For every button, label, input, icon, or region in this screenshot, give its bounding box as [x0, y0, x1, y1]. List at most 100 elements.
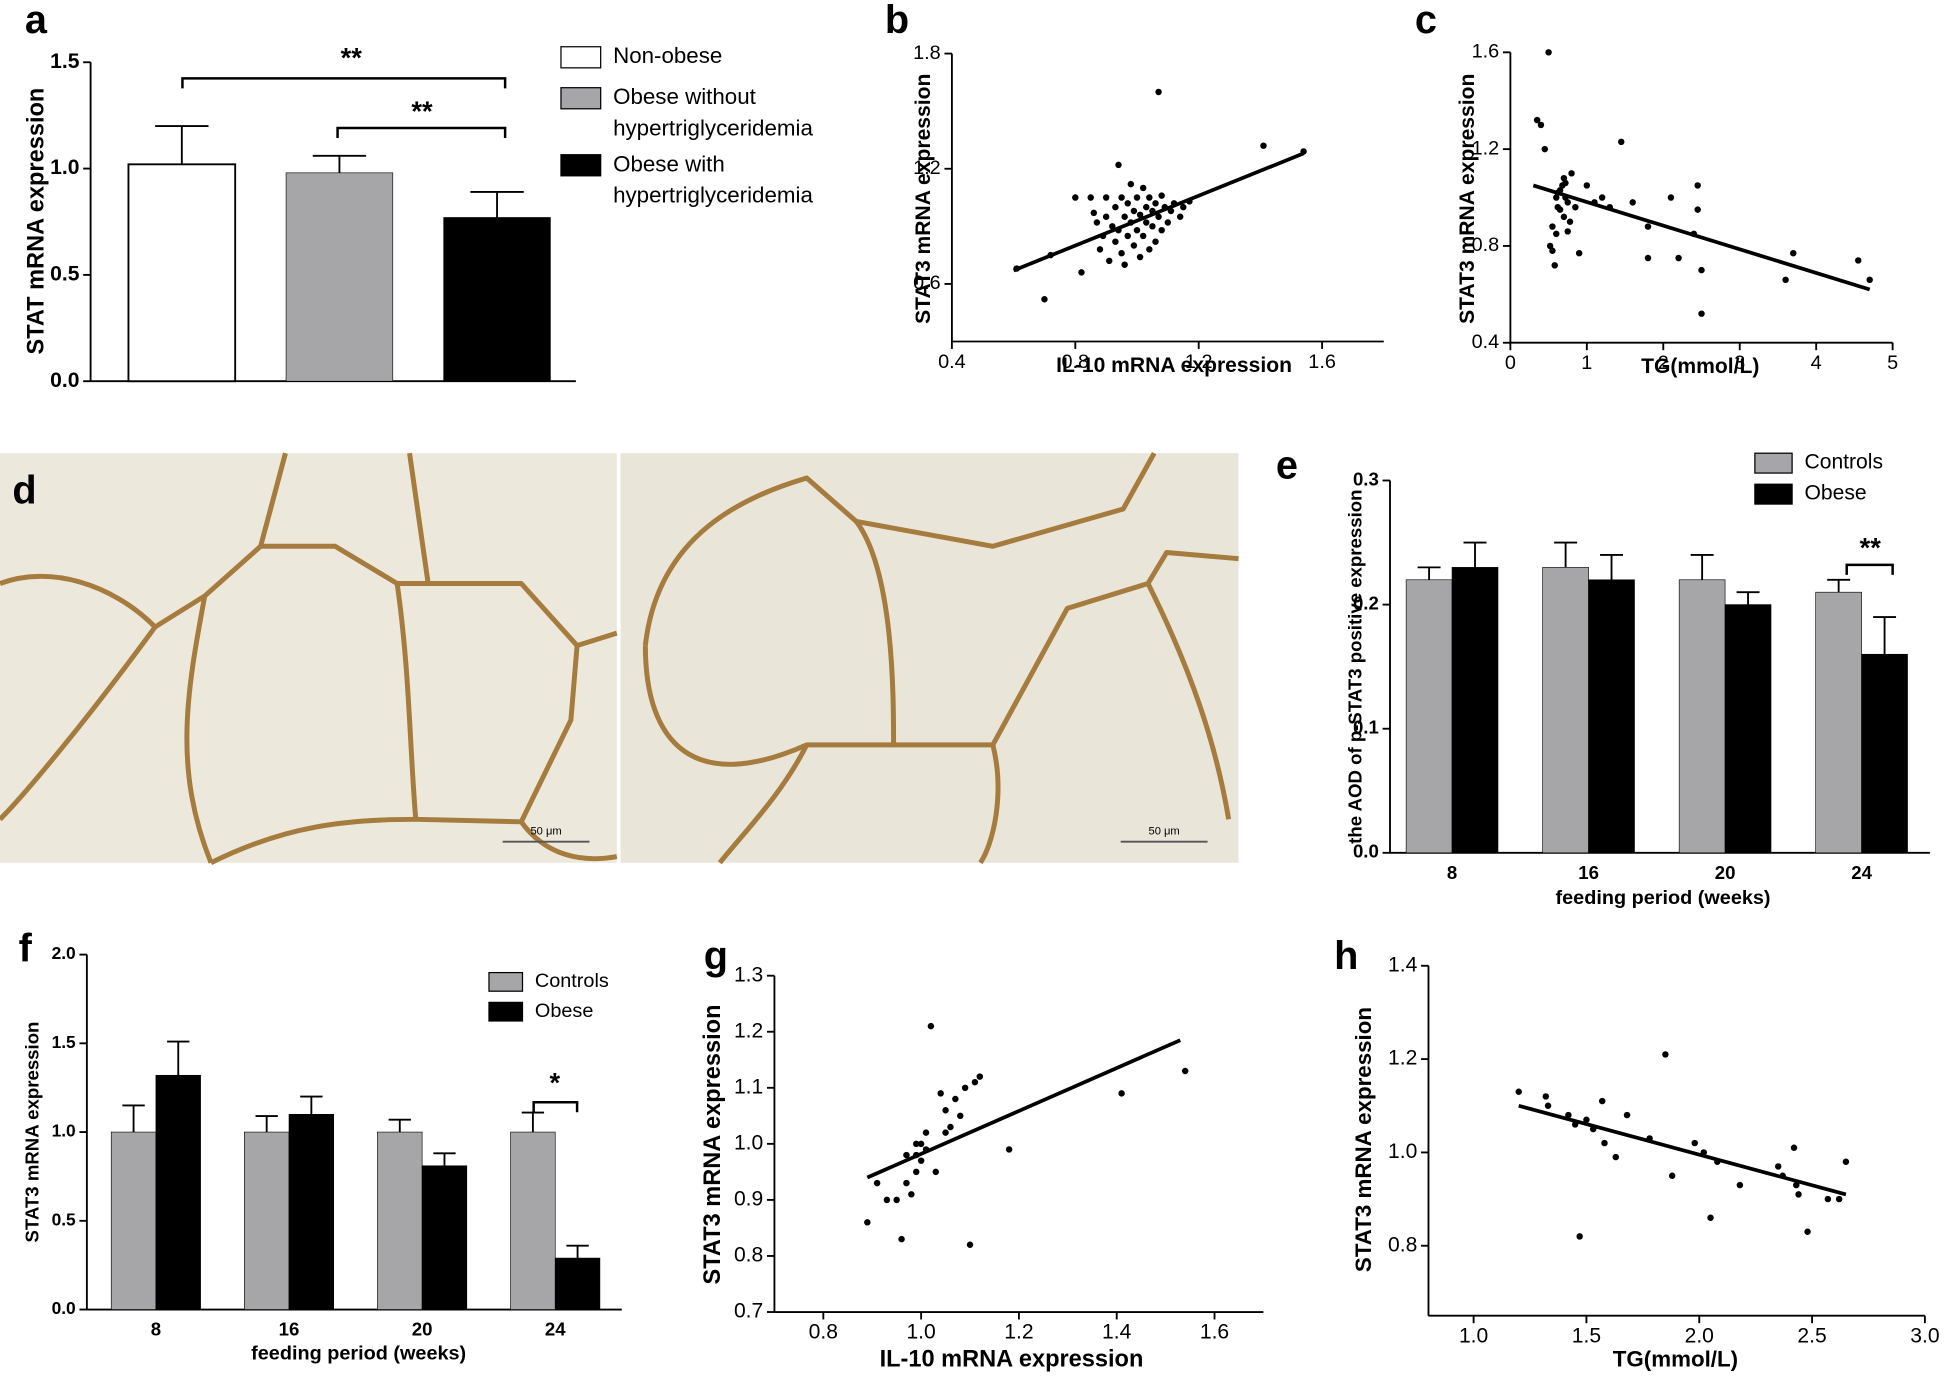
bar	[421, 1165, 468, 1310]
x-tick-label: 3.0	[1910, 1324, 1939, 1347]
y-tick-label: 1.0	[52, 1121, 76, 1141]
y-tick-label: 1.8	[913, 42, 941, 64]
y-tick-label: 1.6	[1472, 41, 1500, 63]
data-point	[917, 1140, 925, 1148]
y-tick-label: 0.3	[1353, 468, 1379, 489]
cell-walls	[0, 451, 1239, 865]
data-point	[1668, 1172, 1676, 1179]
y-tick-label: 0.5	[52, 1209, 76, 1229]
data-point	[1866, 276, 1873, 284]
data-point	[1598, 1097, 1606, 1105]
data-point	[893, 1196, 900, 1204]
data-point	[1575, 249, 1583, 257]
significance-label: **	[341, 42, 363, 73]
trendline	[866, 1038, 1182, 1180]
data-point	[1551, 262, 1558, 269]
data-point	[1554, 203, 1562, 211]
data-point	[1565, 1111, 1572, 1119]
data-point	[922, 1129, 930, 1136]
x-tick-label: 2	[1658, 352, 1669, 374]
y-tick-label: 0.0	[52, 1298, 76, 1318]
data-point	[1158, 192, 1165, 199]
y-tick-label: 0.6	[913, 272, 941, 294]
data-point	[1698, 310, 1705, 317]
data-point	[1855, 257, 1862, 264]
panel-letter: e	[1276, 444, 1298, 488]
panel-letter: a	[25, 0, 48, 42]
data-point	[1124, 232, 1131, 240]
data-point	[1644, 254, 1652, 262]
x-tick-label: 1.6	[1200, 1321, 1229, 1344]
bar	[1861, 653, 1908, 854]
data-point	[1115, 161, 1122, 169]
y-tick-label: 1.3	[734, 963, 763, 986]
x-axis-label: feeding period (weeks)	[251, 1342, 466, 1364]
data-point	[1549, 223, 1556, 230]
bar	[1405, 579, 1453, 854]
y-tick-label: 1.5	[52, 1032, 76, 1052]
data-point	[1675, 254, 1682, 262]
data-point	[957, 1112, 964, 1120]
x-tick-label: 1.0	[1459, 1324, 1488, 1347]
x-axis-label: IL-10 mRNA expression	[1056, 354, 1292, 377]
micrograph-panel: 50 μm 50 μm d	[0, 451, 1239, 865]
y-tick-label: 0.9	[734, 1187, 763, 1210]
data-point	[1694, 206, 1701, 213]
data-point	[1537, 121, 1545, 129]
data-point	[1096, 246, 1104, 253]
x-tick-label: 0.4	[938, 351, 966, 373]
significance-label: **	[411, 95, 433, 126]
y-tick-label: 0.5	[50, 262, 80, 285]
x-tick-label: 20	[412, 1319, 433, 1340]
data-point	[1541, 145, 1549, 153]
y-tick-label: 1.0	[1388, 1140, 1417, 1163]
bar	[155, 1074, 201, 1310]
panel-letter: g	[704, 934, 728, 978]
data-point	[1790, 1144, 1798, 1151]
panel-letter: c	[1415, 0, 1437, 42]
data-point	[937, 1090, 944, 1097]
data-point	[932, 1168, 940, 1176]
data-point	[1566, 218, 1574, 225]
data-point	[1149, 223, 1156, 230]
y-axis-label: STAT3 mRNA expression	[21, 1022, 42, 1243]
data-point	[1118, 1090, 1125, 1097]
data-point	[1146, 194, 1153, 201]
data-point	[1775, 1163, 1782, 1170]
scale-bar-label: 50 μm	[1149, 826, 1180, 838]
x-tick-label: 5	[1887, 352, 1898, 374]
bar	[377, 1131, 423, 1310]
x-tick-label: 1	[1581, 352, 1592, 374]
data-point	[1795, 1191, 1802, 1198]
data-point	[1146, 246, 1153, 253]
y-tick-label: 1.2	[1388, 1047, 1417, 1070]
data-point	[1533, 116, 1541, 124]
bar	[1451, 567, 1499, 854]
data-point	[1133, 226, 1141, 234]
trendline	[1518, 1103, 1847, 1197]
data-point	[883, 1196, 891, 1204]
data-point	[1130, 207, 1138, 215]
data-point	[913, 1168, 920, 1176]
x-tick-label: 1.2	[1185, 351, 1213, 373]
data-point	[1155, 88, 1162, 96]
data-point	[1109, 223, 1116, 230]
data-point	[1078, 269, 1085, 276]
x-tick-label: 24	[545, 1319, 566, 1340]
data-point	[1102, 213, 1110, 220]
data-point	[1164, 219, 1172, 226]
data-point	[1102, 194, 1110, 201]
data-point	[1691, 1139, 1698, 1147]
data-point	[1121, 213, 1128, 220]
data-point	[1553, 194, 1560, 201]
significance-bracket	[1845, 563, 1894, 575]
data-point	[1090, 209, 1098, 217]
x-tick-label: 1.6	[1308, 351, 1336, 373]
data-point	[1824, 1195, 1832, 1203]
bar	[110, 1131, 157, 1310]
x-tick-label: 3	[1734, 352, 1745, 374]
data-point	[952, 1095, 959, 1103]
bar	[285, 172, 394, 382]
data-point	[1560, 213, 1568, 221]
data-point	[1130, 242, 1138, 249]
